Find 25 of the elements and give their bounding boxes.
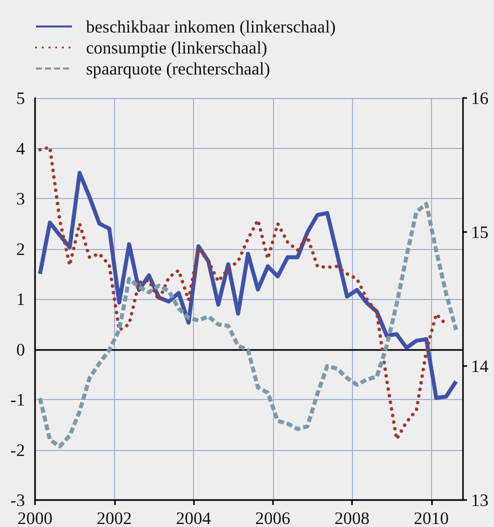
y2-tick-label: 16 <box>471 88 489 108</box>
legend-label: consumptie (linkerschaal) <box>86 38 268 58</box>
line-series <box>38 202 458 448</box>
y-tick-label: -1 <box>10 390 25 410</box>
y-tick-label: 5 <box>16 88 26 108</box>
y2-tick-label: 14 <box>471 356 489 376</box>
x-tick-label: 2000 <box>18 508 53 527</box>
legend-label: spaarquote (rechterschaal) <box>86 58 270 78</box>
legend-label: beschikbaar inkomen (linkerschaal) <box>86 16 336 36</box>
y2-tick-label: 15 <box>471 222 489 242</box>
y-tick-label: 3 <box>16 188 26 208</box>
x-tick-label: 2006 <box>255 508 291 527</box>
line-series <box>38 170 458 400</box>
y-tick-label: 1 <box>16 289 25 309</box>
y-tick-label: 4 <box>16 138 26 158</box>
y2-tick-label: 13 <box>471 490 489 510</box>
x-tick-label: 2004 <box>176 508 212 527</box>
y-tick-label: -3 <box>10 490 26 510</box>
x-tick-label: 2002 <box>96 508 132 527</box>
y-tick-label: 0 <box>16 339 26 360</box>
y-tick-label: 2 <box>16 238 25 259</box>
x-tick-label: 2008 <box>334 508 370 527</box>
y-tick-label: -2 <box>10 440 25 460</box>
line-series <box>38 146 448 441</box>
x-tick-label: 2010 <box>414 508 450 527</box>
